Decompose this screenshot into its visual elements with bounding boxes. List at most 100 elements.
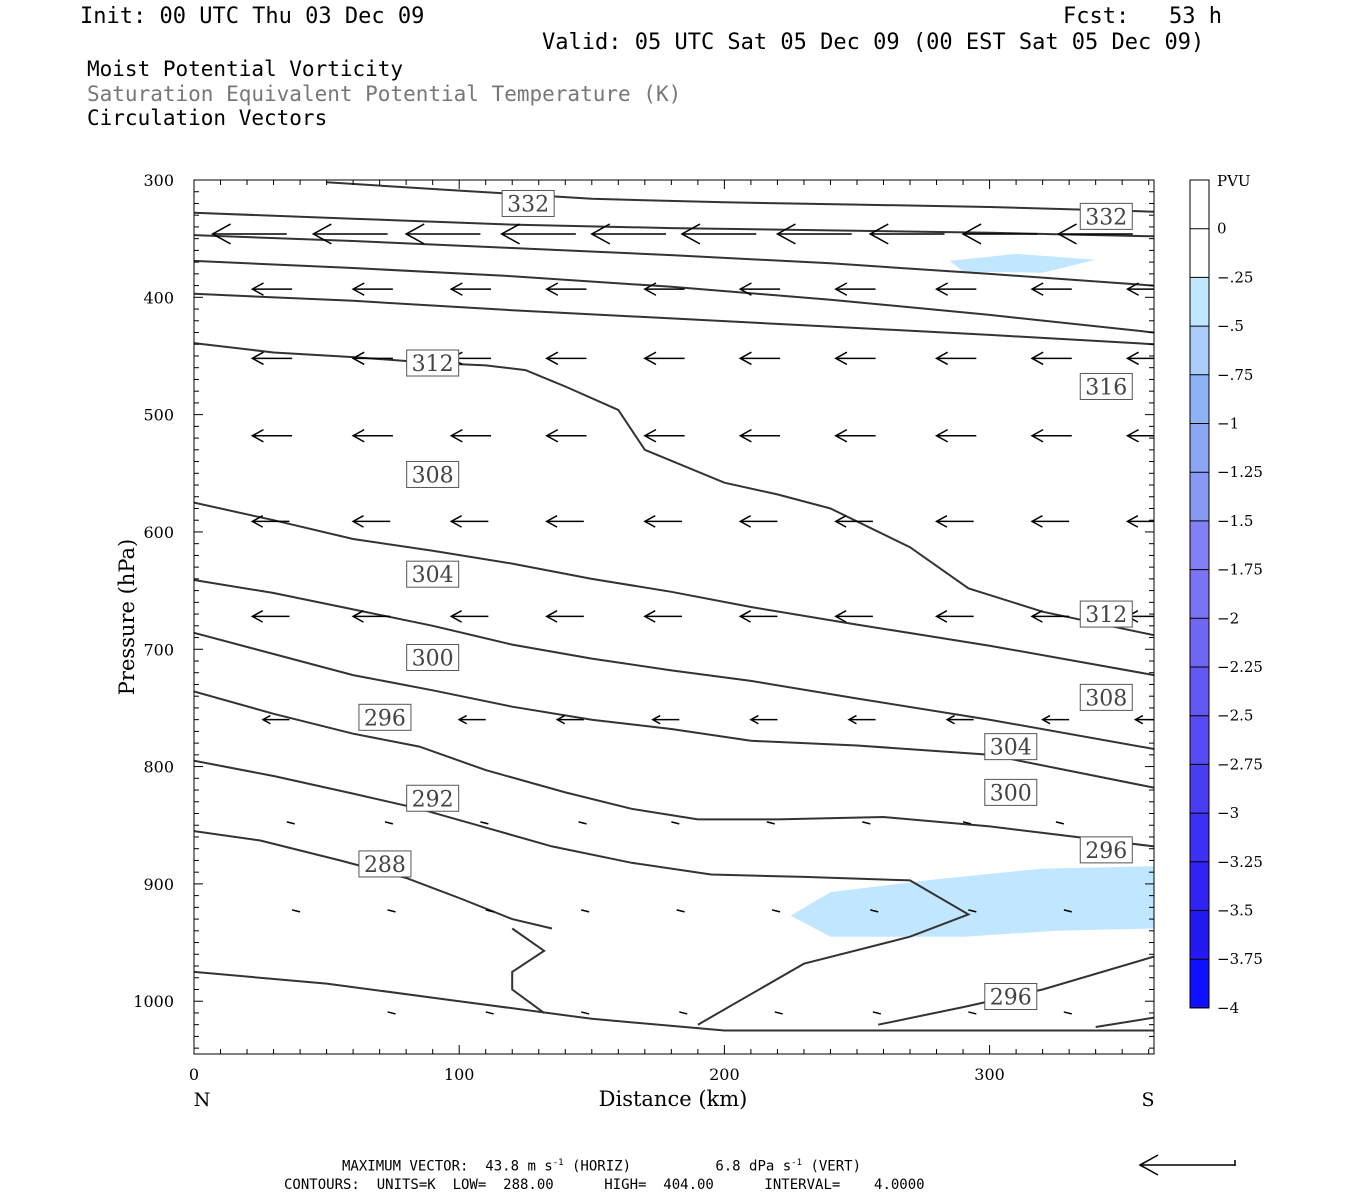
colorbar-segment-7	[1190, 520, 1209, 570]
vector-head	[449, 428, 463, 443]
vector-head	[651, 714, 661, 725]
colorbar-segment-1	[1190, 228, 1209, 278]
vector-head	[590, 223, 611, 245]
vector-head	[1125, 351, 1139, 366]
colorbar-label-11: −2.75	[1217, 755, 1263, 773]
vector-head	[643, 428, 657, 443]
vector-3-7	[934, 428, 977, 443]
vector-3-0	[250, 428, 293, 443]
max-vector-label: MAXIMUM VECTOR:	[342, 1158, 469, 1175]
vector-head	[1030, 610, 1043, 623]
vector-tick	[968, 1011, 977, 1015]
vector-6-4	[651, 714, 680, 725]
field-title-mpv: Moist Potential Vorticity	[87, 57, 404, 81]
vector-1-6	[834, 282, 876, 296]
contour-label-box	[406, 460, 460, 488]
contour-label-box	[501, 189, 555, 217]
contour-label-332-8: 332	[1079, 202, 1133, 230]
colorbar-label-16: −4	[1217, 999, 1239, 1017]
vector-5-7	[934, 610, 974, 623]
colorbar-segment-16	[1190, 959, 1209, 1008]
horiz-tail: (HORIZ)	[563, 1158, 632, 1175]
colorbar-label-1: −.25	[1217, 268, 1253, 286]
vector-head	[1030, 351, 1044, 366]
vector-2-7	[934, 351, 977, 366]
contour-label-296-14: 296	[1079, 836, 1133, 864]
vert-tail: (VERT)	[802, 1158, 862, 1175]
vector-7-6	[862, 821, 871, 825]
contour-label-box	[406, 560, 460, 588]
contour-line-13	[511, 927, 546, 1014]
forecast-hour: Fcst: 53 h	[1063, 4, 1222, 29]
colorbar-label-13: −3.25	[1217, 853, 1263, 871]
vector-1-7	[934, 282, 977, 296]
colorbar-label-6: −1.5	[1217, 512, 1253, 530]
contour-label-box	[1079, 600, 1133, 628]
contour-316-8	[194, 292, 1154, 346]
pv-region-6	[790, 866, 1154, 937]
vector-5-8	[1030, 610, 1070, 623]
vector-head	[1041, 714, 1051, 725]
vector-head	[834, 610, 847, 623]
vector-head	[834, 428, 848, 443]
plot-frame	[193, 179, 1155, 1055]
vector-head	[1056, 223, 1077, 245]
vector-tick	[774, 1011, 783, 1015]
vector-head	[1133, 714, 1144, 725]
contour-info: CONTOURS: UNITS=K LOW= 288.00 HIGH= 404.…	[284, 1177, 925, 1193]
colorbar-segment-5	[1190, 423, 1209, 473]
vector-1-4	[643, 282, 685, 296]
vector-head	[545, 351, 559, 366]
vector-7-3	[578, 821, 587, 825]
vector-head	[545, 282, 559, 296]
vector-2-8	[1030, 351, 1072, 366]
vector-5-4	[643, 610, 682, 623]
vector-4-6	[834, 515, 873, 528]
vector-8-0	[291, 909, 301, 913]
contour-line-11	[194, 211, 1154, 238]
vector-0-9	[1056, 223, 1133, 245]
vector-head	[545, 515, 558, 528]
contour-304-5	[194, 579, 1154, 750]
contour-332-12	[326, 181, 1154, 213]
pv-region-0	[220, 188, 401, 206]
x-tick-label-0: 0	[189, 1065, 199, 1084]
colorbar-segment-3	[1190, 326, 1209, 375]
contour-label-box	[1079, 683, 1133, 711]
south-label: S	[1141, 1089, 1154, 1111]
colorbar-segment-2	[1190, 277, 1209, 327]
colorbar-segment-13	[1190, 813, 1209, 862]
vector-7-7	[962, 821, 972, 825]
contour-label-box	[984, 778, 1038, 806]
vector-1-3	[545, 282, 587, 296]
vector-4-7	[934, 515, 974, 528]
vector-7-4	[671, 821, 680, 825]
contour-label-312-6: 312	[406, 349, 460, 377]
max-vector-line: MAXIMUM VECTOR: 43.8 m s-1 (HORIZ) 6.8 d…	[342, 1158, 861, 1175]
vector-0-2	[404, 223, 481, 245]
vector-4-1	[351, 515, 391, 528]
vector-1-1	[351, 282, 393, 296]
contour-312-7	[194, 342, 1154, 637]
colorbar-label-7: −1.75	[1217, 561, 1263, 579]
vector-0-7	[868, 223, 945, 245]
vector-head	[643, 515, 656, 528]
vector-head	[1030, 428, 1044, 443]
vector-6-7	[945, 714, 974, 725]
vector-head	[934, 282, 949, 296]
colorbar-segment-14	[1190, 861, 1209, 911]
vector-5-9	[1125, 610, 1154, 623]
pv-region-3	[949, 253, 1096, 273]
vector-head	[1125, 428, 1139, 443]
vector-head	[351, 351, 365, 366]
y-tick-label-900: 900	[143, 875, 174, 894]
vector-head	[643, 351, 657, 366]
pv-region-7	[565, 1014, 1154, 1032]
vector-head	[351, 610, 364, 623]
vector-3-1	[351, 428, 393, 443]
contour-labels: 288 292 296 300 304 308 312 332 332 316 312 308 304 3…	[358, 189, 1133, 1011]
vector-head	[449, 282, 463, 296]
x-axis-label: Distance (km)	[599, 1087, 748, 1111]
colorbar-segment-0	[1190, 180, 1209, 229]
vector-2-1	[351, 351, 393, 366]
